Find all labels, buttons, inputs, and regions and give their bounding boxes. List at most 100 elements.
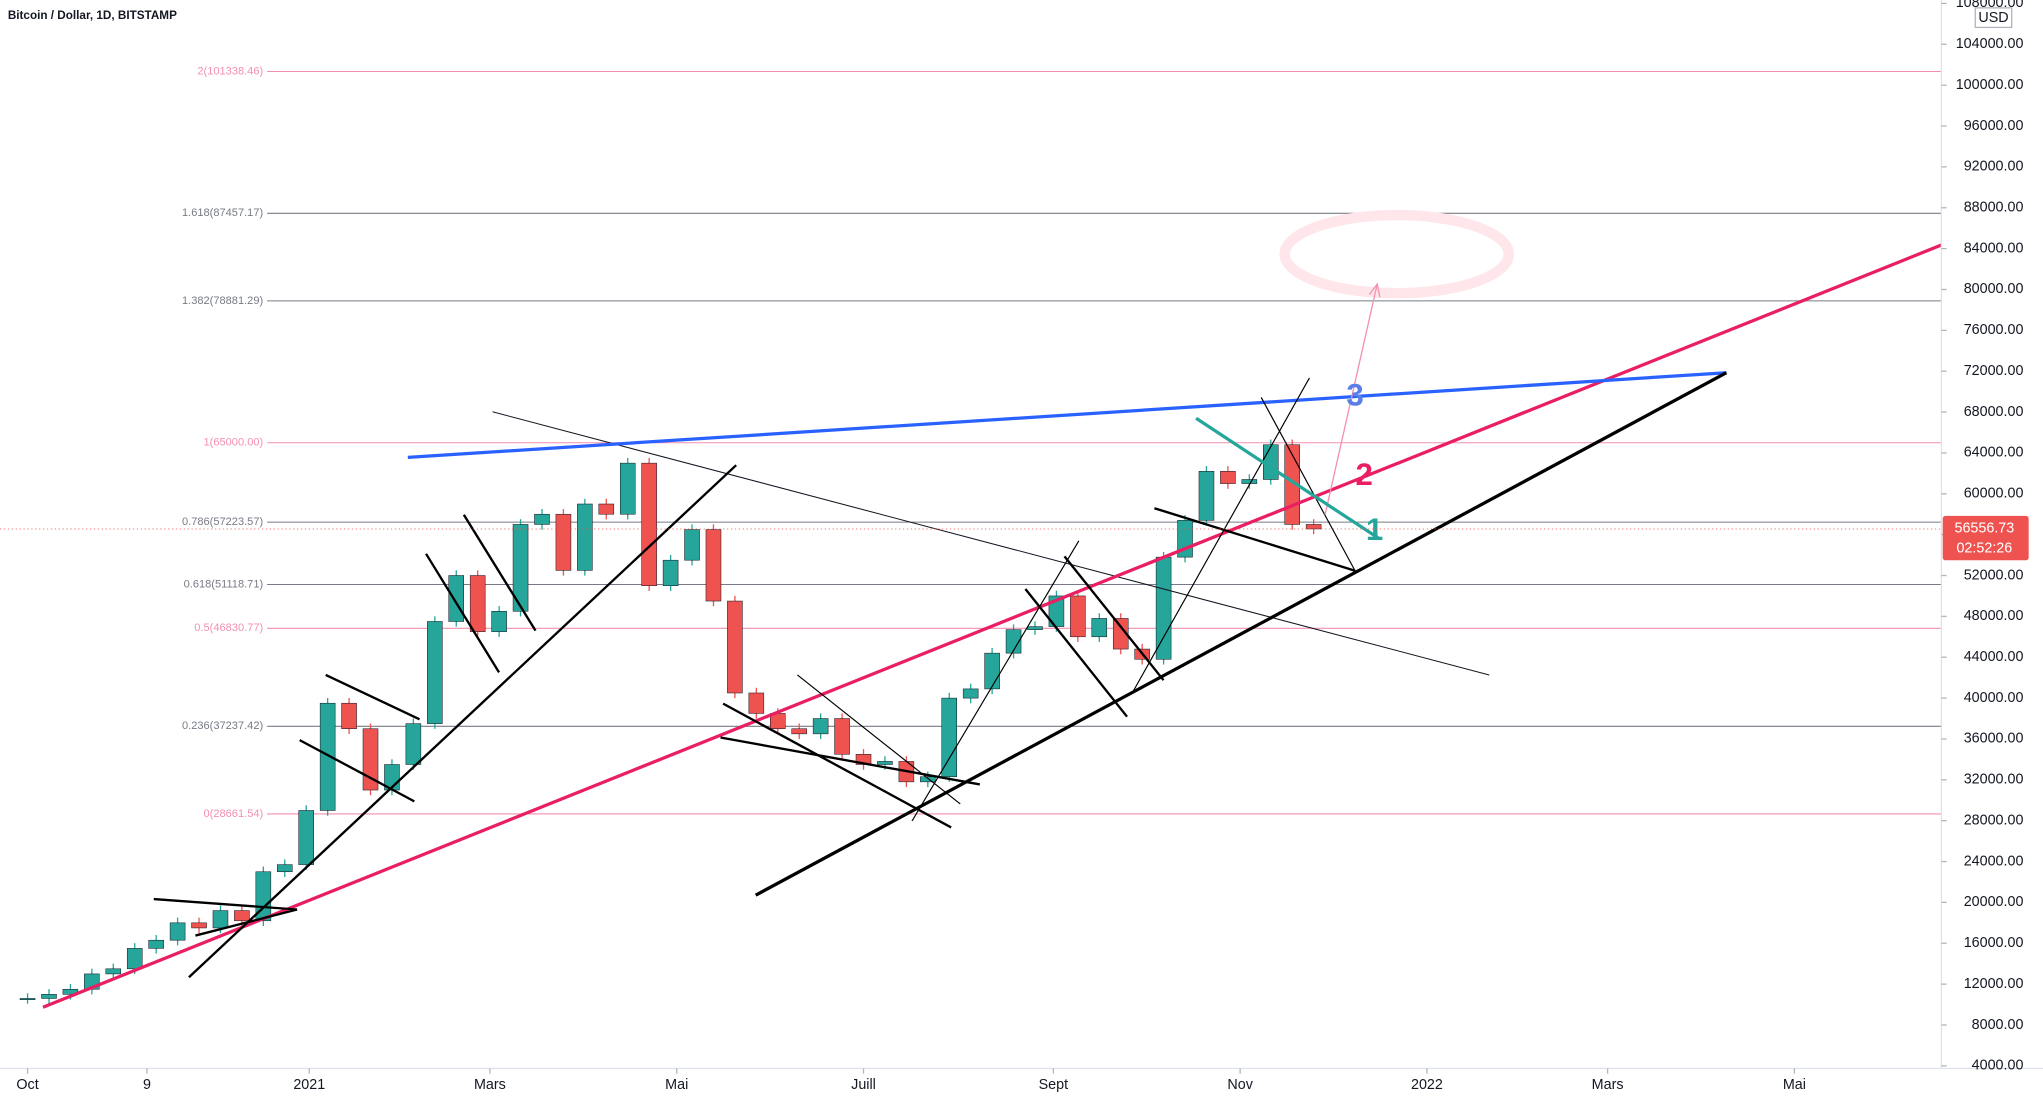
candle <box>984 652 1000 690</box>
chart-title: Bitcoin / Dollar, 1D, BITSTAMP <box>8 9 177 22</box>
candle <box>469 575 486 632</box>
candle <box>941 697 958 778</box>
candle <box>169 922 186 941</box>
fib-label: 0.618(51118.71) <box>184 578 264 590</box>
y-tick-label: 72000.00 <box>1964 363 2024 379</box>
fib-label: 2(101338.46) <box>197 65 263 77</box>
fib-label: 0(28661.54) <box>204 808 264 820</box>
thin-lines <box>797 377 1356 822</box>
candle <box>920 776 936 783</box>
y-tick-label: 64000.00 <box>1964 445 2024 461</box>
y-tick-label: 84000.00 <box>1964 240 2024 256</box>
candle <box>277 864 293 873</box>
candle <box>577 503 593 571</box>
fib-label: 0.236(37237.42) <box>182 720 263 732</box>
drawings <box>42 209 1942 1009</box>
fib-label: 1.618(87457.17) <box>182 207 263 219</box>
y-tick-label: 52000.00 <box>1964 567 2024 583</box>
candle <box>319 702 336 811</box>
y-tick-label: 104000.00 <box>1956 36 2024 52</box>
candle <box>1070 595 1086 638</box>
x-tick-label: Mai <box>1783 1077 1806 1093</box>
fib-label: 0.5(46830.77) <box>194 622 263 634</box>
x-tick-label: Sept <box>1039 1077 1068 1093</box>
x-axis: Oct 9 2021 Mars Mai Juill Sept Nov 2022 Mars Mai <box>16 1068 1806 1093</box>
candle <box>662 559 679 586</box>
candle <box>212 910 229 929</box>
y-tick-label: 36000.00 <box>1964 731 2024 747</box>
candle <box>427 621 443 724</box>
y-tick-label: 20000.00 <box>1964 894 2024 910</box>
candle <box>1005 629 1022 654</box>
candle <box>41 994 57 999</box>
candle <box>1027 626 1043 630</box>
candle <box>255 871 272 922</box>
candle <box>598 503 615 515</box>
candle <box>1091 618 1108 638</box>
y-tick-label: 32000.00 <box>1964 772 2024 788</box>
highlight-ellipse <box>1279 209 1515 299</box>
x-tick-label: 9 <box>143 1077 151 1093</box>
candle <box>619 462 636 515</box>
candle <box>705 529 722 602</box>
candle <box>1198 471 1215 521</box>
candle <box>491 611 507 632</box>
candle <box>105 968 122 975</box>
trend-line <box>492 411 1490 676</box>
candle <box>748 692 765 714</box>
y-tick-label: 60000.00 <box>1964 486 2024 502</box>
y-tick-label: 24000.00 <box>1964 853 2024 869</box>
y-tick-label: 96000.00 <box>1964 118 2024 134</box>
candle <box>877 761 893 765</box>
x-tick-label: 2021 <box>293 1077 325 1093</box>
trend-line <box>407 371 1727 460</box>
wave-label: 2 <box>1355 457 1372 492</box>
y-tick-label: 88000.00 <box>1964 200 2024 216</box>
candle <box>234 910 250 922</box>
x-tick-label: Oct <box>16 1077 38 1093</box>
candle <box>1305 524 1322 530</box>
candles <box>19 439 1322 1004</box>
y-tick-label: 12000.00 <box>1964 976 2024 992</box>
trend-line <box>42 243 1942 1009</box>
projection-arrow <box>1324 283 1378 515</box>
last-price-label: 56556.73 <box>1954 521 2014 537</box>
y-tick-label: 40000.00 <box>1964 690 2024 706</box>
y-tick-label: 68000.00 <box>1964 404 2024 420</box>
y-tick-label: 76000.00 <box>1964 322 2024 338</box>
unit: USD <box>1978 10 2008 26</box>
candle <box>812 718 829 735</box>
fib-label: 1(65000.00) <box>204 437 264 449</box>
y-tick-label: 8000.00 <box>1972 1017 2024 1033</box>
y-tick-label: 80000.00 <box>1964 281 2024 297</box>
candle <box>834 718 850 755</box>
wave-label: 3 <box>1346 378 1363 413</box>
y-tick-label: 100000.00 <box>1956 77 2024 93</box>
candle <box>148 939 164 949</box>
candle <box>126 948 143 970</box>
fib-label: 1.382(78881.29) <box>182 295 263 307</box>
arrow-head <box>1368 282 1381 298</box>
candle <box>1220 471 1236 484</box>
last-price-box <box>1942 515 2029 561</box>
y-tick-label: 44000.00 <box>1964 649 2024 665</box>
x-tick-label: Nov <box>1227 1077 1253 1093</box>
candle <box>512 524 529 612</box>
unit-box <box>1974 7 2013 29</box>
candle <box>1241 479 1258 484</box>
candle <box>341 702 357 730</box>
pattern-lines <box>153 464 1356 979</box>
candle <box>727 600 743 694</box>
fib-label: 0.786(57223.57) <box>182 516 263 528</box>
candle <box>555 513 572 571</box>
candle <box>641 462 657 586</box>
candle <box>1112 618 1129 650</box>
candle <box>19 998 36 1000</box>
y-tick-label: 16000.00 <box>1964 935 2024 951</box>
y-tick-label: 92000.00 <box>1964 159 2024 175</box>
x-tick-label: Mai <box>665 1077 688 1093</box>
candle <box>962 688 979 699</box>
y-tick-label: 108000.00 <box>1956 0 2024 11</box>
y-tick-label: 28000.00 <box>1964 812 2024 828</box>
